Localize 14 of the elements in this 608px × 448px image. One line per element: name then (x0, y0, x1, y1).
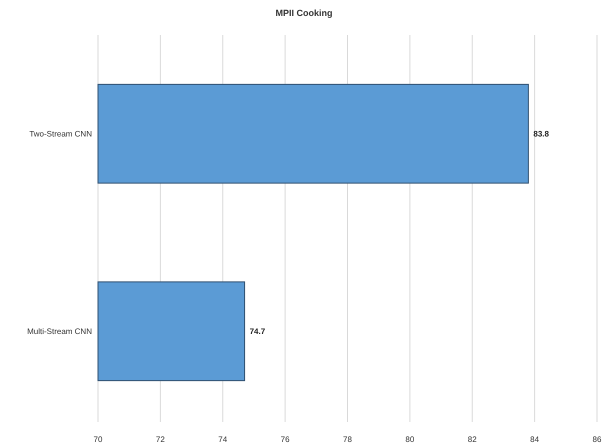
y-tick-label: Multi-Stream CNN (27, 327, 92, 336)
x-tick-label: 80 (405, 435, 415, 444)
x-tick-label: 74 (218, 435, 228, 444)
x-tick-label: 82 (468, 435, 478, 444)
x-tick-label: 84 (530, 435, 540, 444)
x-tick-label: 70 (94, 435, 103, 444)
x-tick-label: 78 (343, 435, 352, 444)
y-tick-label: Two-Stream CNN (29, 130, 92, 139)
x-tick-label: 72 (156, 435, 166, 444)
data-label: 83.8 (533, 130, 550, 139)
chart-title: MPII Cooking (276, 8, 332, 18)
x-tick-label: 86 (592, 435, 602, 444)
x-tick-label: 76 (280, 435, 290, 444)
data-label: 74.7 (250, 327, 266, 336)
